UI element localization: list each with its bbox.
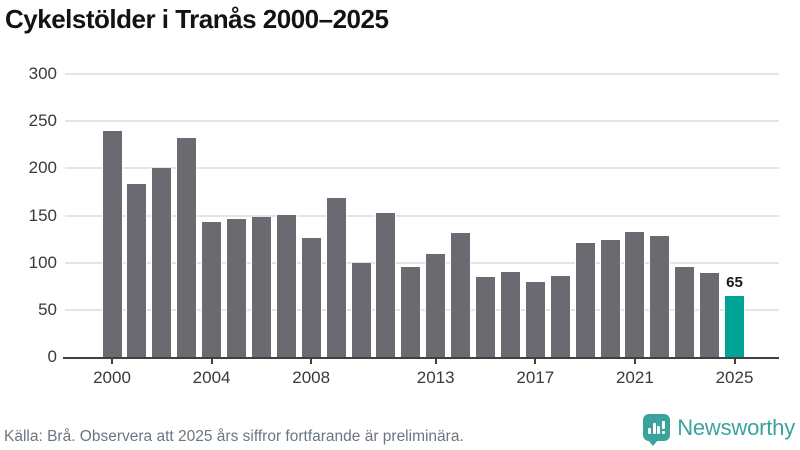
logo-bar-icon — [652, 423, 656, 434]
bar-2014 — [450, 233, 472, 357]
logo-exclamation-dot-icon — [661, 431, 665, 434]
bar-2011 — [375, 213, 397, 357]
gridline-y-300 — [65, 73, 779, 75]
x-axis-tick-label: 2004 — [192, 368, 231, 387]
logo-exclamation-icon — [661, 421, 665, 429]
gridline-y-50 — [65, 308, 779, 311]
bar-2012 — [400, 267, 422, 357]
y-axis-tick-label: 200 — [28, 158, 57, 178]
y-axis-tick-label: 300 — [28, 64, 57, 83]
bar-2004 — [201, 222, 223, 357]
x-axis-tick-label: 2017 — [516, 368, 555, 387]
gridline-y-250 — [65, 120, 779, 123]
bar-2017 — [524, 282, 546, 357]
bar-2024 — [699, 273, 721, 357]
newsworthy-logo-text: Newsworthy — [677, 414, 795, 440]
x-axis-tick-2008 — [310, 359, 313, 364]
source-note: Källa: Brå. Observera att 2025 års siffr… — [4, 428, 464, 445]
bar-2010 — [350, 263, 372, 357]
x-axis-line — [63, 357, 779, 359]
x-axis-tick-2004 — [210, 359, 213, 364]
y-axis-tick-label: 50 — [38, 299, 57, 319]
x-axis-tick-label: 2025 — [715, 368, 754, 387]
newsworthy-speech-bubble-bar-chart-icon — [643, 414, 671, 446]
x-axis-tick-2000 — [111, 359, 113, 364]
bar-2008 — [300, 238, 322, 357]
x-axis-tick-label: 2013 — [416, 368, 455, 387]
bar-2025 — [724, 296, 745, 357]
gridline-y-150 — [65, 214, 779, 217]
bar-2007 — [275, 215, 297, 357]
chart-title: Cykelstölder i Tranås 2000–2025 — [5, 4, 389, 34]
bar-2002 — [151, 168, 173, 357]
bar-2021 — [624, 232, 646, 357]
bar-2018 — [549, 276, 571, 357]
bar-2019 — [574, 243, 596, 357]
bar-2006 — [250, 217, 272, 357]
x-axis-tick-label: 2008 — [292, 368, 331, 387]
bar-2016 — [499, 272, 521, 357]
logo-bar-icon — [648, 428, 652, 434]
bar-2020 — [599, 240, 621, 357]
x-axis-tick-label: 2021 — [615, 368, 654, 387]
gridline-y-100 — [65, 261, 779, 264]
highlight-bar-value-label: 65 — [726, 274, 743, 291]
bar-2003 — [176, 138, 198, 357]
x-axis-tick-2017 — [534, 359, 537, 364]
bar-2000 — [101, 131, 123, 357]
newsworthy-logo[interactable]: Newsworthy — [643, 414, 795, 446]
bar-2005 — [226, 219, 247, 357]
bar-2009 — [325, 198, 347, 357]
y-axis-tick-label: 150 — [28, 205, 57, 225]
y-axis-tick-label: 0 — [47, 347, 57, 366]
speech-bubble-tail — [648, 440, 659, 446]
bar-2001 — [126, 184, 148, 357]
bar-2023 — [674, 267, 696, 357]
x-axis-tick-label: 2000 — [93, 368, 131, 387]
y-axis-tick-label: 250 — [28, 111, 57, 131]
x-axis-tick-2021 — [633, 359, 636, 364]
gridline-y-200 — [65, 167, 779, 170]
bar-2022 — [649, 236, 671, 357]
y-axis-tick-label: 100 — [28, 252, 57, 272]
logo-bar-icon — [657, 426, 661, 434]
bar-2013 — [425, 254, 447, 357]
x-axis-tick-2025 — [733, 359, 736, 364]
x-axis-tick-2013 — [434, 359, 437, 364]
bar-2015 — [475, 277, 496, 357]
